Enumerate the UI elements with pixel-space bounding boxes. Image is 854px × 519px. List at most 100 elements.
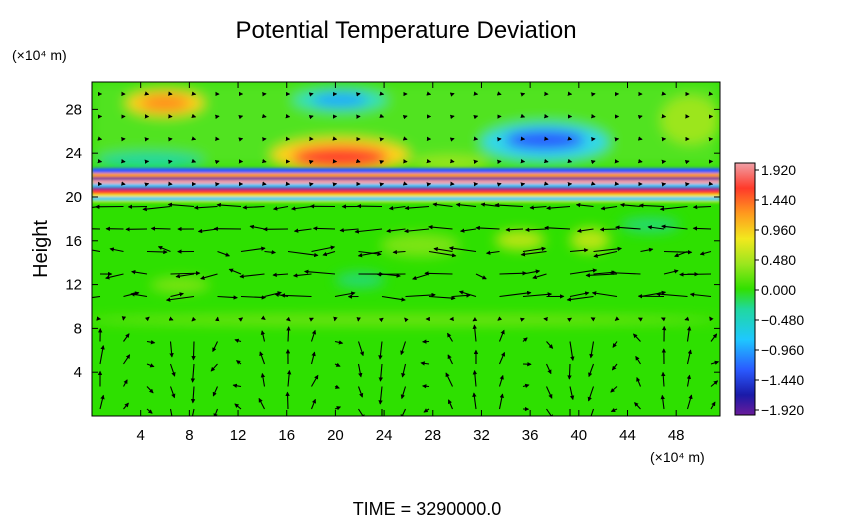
wind-arrow <box>358 408 365 416</box>
wind-arrow <box>590 317 596 322</box>
wind-arrow <box>589 341 595 359</box>
wind-arrow <box>710 401 716 410</box>
wind-arrow <box>432 202 453 208</box>
cool-blob-1 <box>312 93 368 107</box>
patch-6 <box>620 217 680 233</box>
wind-arrow <box>428 250 457 258</box>
wind-arrow <box>212 341 218 353</box>
wind-arrow <box>661 371 666 387</box>
wind-arrow <box>310 329 317 342</box>
wind-arrow <box>576 228 594 233</box>
wind-arrow <box>293 273 312 278</box>
wind-arrow <box>569 268 598 275</box>
wind-arrow <box>532 273 547 280</box>
wind-arrow <box>455 202 477 208</box>
wind-arrow <box>524 227 547 232</box>
wind-arrow <box>280 293 312 298</box>
wind-arrow <box>99 394 105 410</box>
wind-arrow <box>522 383 530 388</box>
wind-arrow <box>404 317 409 323</box>
wind-arrow <box>710 380 719 387</box>
wind-arrow <box>144 316 150 322</box>
y-axis-label: Height <box>30 220 52 278</box>
x-axis-unit: (×10⁴ m) <box>650 449 705 465</box>
wind-arrow <box>522 292 553 298</box>
wind-arrow <box>610 407 618 412</box>
cool-blob-2 <box>505 130 585 150</box>
wind-arrow <box>497 316 503 321</box>
y-axis: 4 8 12 16 20 24 28 <box>65 101 720 381</box>
wind-arrow <box>567 317 572 322</box>
wind-arrow <box>499 271 527 276</box>
wind-arrow <box>191 316 197 322</box>
x-tick-label: 44 <box>619 427 636 444</box>
wind-arrow <box>378 317 384 323</box>
patch-3 <box>570 228 610 252</box>
x-tick-label: 32 <box>473 427 490 444</box>
wind-arrow <box>378 363 383 382</box>
wind-arrow <box>378 386 383 405</box>
wind-arrow <box>699 250 712 256</box>
wind-arrow <box>238 317 244 322</box>
wind-arrow <box>234 338 242 343</box>
wind-arrow <box>169 408 173 416</box>
wind-arrow <box>458 290 477 298</box>
wind-arrow <box>569 248 589 253</box>
y-tick-label: 4 <box>74 364 82 381</box>
wind-arrow <box>130 292 148 298</box>
wind-arrow <box>545 386 553 399</box>
patch-2 <box>495 230 545 250</box>
colorbar-label: 1.920 <box>761 162 796 178</box>
wind-arrow <box>404 228 430 234</box>
wind-arrow <box>498 374 504 387</box>
wind-arrow <box>358 250 382 257</box>
wind-arrow <box>424 271 453 276</box>
wind-arrow <box>123 379 128 387</box>
wind-arrow <box>212 386 219 397</box>
wind-arrow <box>311 374 319 387</box>
wind-arrow <box>240 246 266 253</box>
wind-vectors <box>92 91 720 416</box>
wind-arrow <box>612 341 618 348</box>
wind-arrow <box>610 386 618 393</box>
wind-arrow <box>286 369 292 387</box>
wind-arrow <box>259 351 266 365</box>
wind-arrow <box>660 394 665 410</box>
wind-arrow <box>546 408 554 416</box>
wind-arrow <box>217 250 231 257</box>
chart-title: Potential Temperature Deviation <box>235 17 576 44</box>
wind-arrow <box>310 398 317 410</box>
wind-arrow <box>472 317 478 322</box>
wind-arrow <box>334 406 342 411</box>
wind-arrow <box>157 245 171 253</box>
wind-arrow <box>447 332 453 342</box>
x-tick-label: 24 <box>376 427 393 444</box>
time-label: TIME = 3290000.0 <box>353 499 502 519</box>
wind-arrow <box>569 386 575 401</box>
wind-arrow <box>190 386 196 404</box>
wind-arrow <box>546 205 571 211</box>
wind-arrow <box>569 341 575 361</box>
x-tick-label: 48 <box>668 427 685 444</box>
wind-arrow <box>640 247 654 253</box>
wind-arrow <box>615 225 641 230</box>
stripe-6 <box>92 187 720 190</box>
wind-arrow <box>660 317 666 322</box>
wind-arrow <box>686 326 692 342</box>
x-tick-label: 12 <box>230 427 247 444</box>
wind-arrow <box>709 316 714 322</box>
wind-arrow <box>123 354 131 365</box>
wind-arrow <box>272 205 289 211</box>
wind-arrow <box>388 205 406 211</box>
wind-arrow <box>146 363 155 368</box>
wind-arrow <box>428 224 453 230</box>
wind-arrow <box>210 363 218 372</box>
patch-1 <box>380 233 460 257</box>
wind-arrow <box>494 202 524 208</box>
wind-arrow <box>392 249 406 255</box>
stripe-7 <box>92 190 720 194</box>
wind-arrow <box>240 295 267 300</box>
wind-arrow <box>334 384 340 389</box>
tropopause-stripes <box>92 168 720 203</box>
wind-arrow <box>423 408 430 413</box>
